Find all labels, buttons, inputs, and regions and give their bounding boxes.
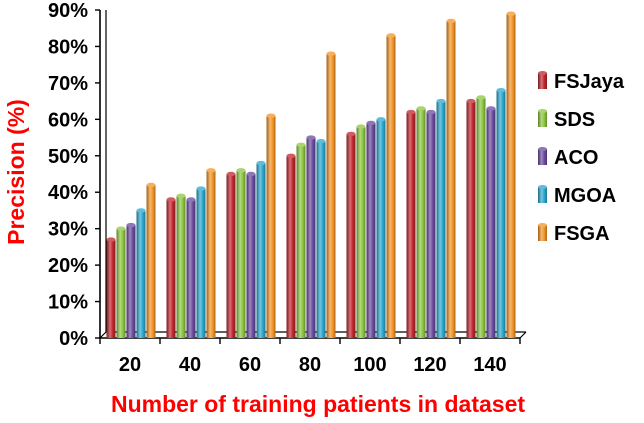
bar-fsga-80 bbox=[326, 51, 336, 338]
bar-aco-40 bbox=[186, 197, 196, 338]
y-tick-label: 30% bbox=[48, 219, 88, 241]
bar-sds-20 bbox=[116, 226, 126, 338]
bar-fsga-20 bbox=[146, 182, 156, 338]
bar-fsjaya-60 bbox=[226, 171, 236, 338]
bar-aco-100 bbox=[366, 120, 376, 338]
legend-item-fsjaya: FSJaya bbox=[538, 71, 625, 93]
bar-mgoa-60 bbox=[256, 160, 266, 338]
y-tick-label: 90% bbox=[48, 0, 88, 22]
bar-sds-140 bbox=[476, 95, 486, 338]
bar-sds-40 bbox=[176, 193, 186, 338]
x-tick-label: 140 bbox=[473, 354, 506, 376]
bar-mgoa-120 bbox=[436, 98, 446, 338]
bar-fsjaya-140 bbox=[466, 98, 476, 338]
y-tick-label: 80% bbox=[48, 36, 88, 58]
legend-item-mgoa: MGOA bbox=[538, 185, 616, 207]
bar-mgoa-80 bbox=[316, 139, 326, 338]
legend-label: MGOA bbox=[554, 185, 616, 207]
bar-sds-60 bbox=[236, 168, 246, 338]
legend-swatch bbox=[538, 225, 547, 241]
y-tick-label: 40% bbox=[48, 182, 88, 204]
bars bbox=[106, 11, 516, 339]
y-tick-label: 50% bbox=[48, 146, 88, 168]
y-tick-label: 0% bbox=[59, 328, 88, 350]
legend: FSJaya SDS ACO MGOA FSGA bbox=[538, 71, 625, 245]
bar-aco-80 bbox=[306, 135, 316, 338]
bar-fsga-60 bbox=[266, 113, 276, 338]
legend-swatch bbox=[538, 111, 547, 127]
x-tick-label: 20 bbox=[119, 354, 141, 376]
bar-sds-80 bbox=[296, 142, 306, 338]
bar-fsga-40 bbox=[206, 168, 216, 338]
y-axis-title: Precision (%) bbox=[3, 99, 29, 245]
legend-label: FSGA bbox=[554, 223, 610, 245]
legend-label: SDS bbox=[554, 109, 595, 131]
y-tick-label: 60% bbox=[48, 109, 88, 131]
bar-aco-120 bbox=[426, 109, 436, 339]
bar-fsga-120 bbox=[446, 18, 456, 339]
legend-label: FSJaya bbox=[554, 71, 625, 93]
bar-fsjaya-100 bbox=[346, 131, 356, 338]
x-tick-label: 40 bbox=[179, 354, 201, 376]
bar-mgoa-100 bbox=[376, 117, 386, 338]
bar-mgoa-20 bbox=[136, 208, 146, 338]
bar-fsga-140 bbox=[506, 11, 516, 339]
legend-item-aco: ACO bbox=[538, 147, 598, 169]
legend-swatch bbox=[538, 187, 547, 203]
y-tick-label: 10% bbox=[48, 292, 88, 314]
y-tick-label: 20% bbox=[48, 255, 88, 277]
legend-swatch bbox=[538, 73, 547, 89]
x-tick-label: 60 bbox=[239, 354, 261, 376]
bar-fsga-100 bbox=[386, 33, 396, 339]
bar-fsjaya-120 bbox=[406, 109, 416, 339]
y-tick-label: 70% bbox=[48, 73, 88, 95]
bar-sds-120 bbox=[416, 106, 426, 339]
legend-label: ACO bbox=[554, 147, 598, 169]
legend-item-sds: SDS bbox=[538, 109, 595, 131]
x-tick-label: 100 bbox=[353, 354, 386, 376]
bar-sds-100 bbox=[356, 124, 366, 338]
x-axis-title: Number of training patients in dataset bbox=[111, 391, 525, 417]
bar-mgoa-140 bbox=[496, 87, 506, 338]
x-tick-label: 80 bbox=[299, 354, 321, 376]
legend-swatch bbox=[538, 149, 547, 165]
bar-aco-60 bbox=[246, 171, 256, 338]
bar-fsjaya-20 bbox=[106, 237, 116, 338]
bar-aco-20 bbox=[126, 222, 136, 338]
bar-fsjaya-40 bbox=[166, 197, 176, 338]
legend-item-fsga: FSGA bbox=[538, 223, 610, 245]
bar-fsjaya-80 bbox=[286, 153, 296, 338]
bar-mgoa-40 bbox=[196, 186, 206, 338]
bar-aco-140 bbox=[486, 106, 496, 339]
x-tick-label: 120 bbox=[413, 354, 446, 376]
